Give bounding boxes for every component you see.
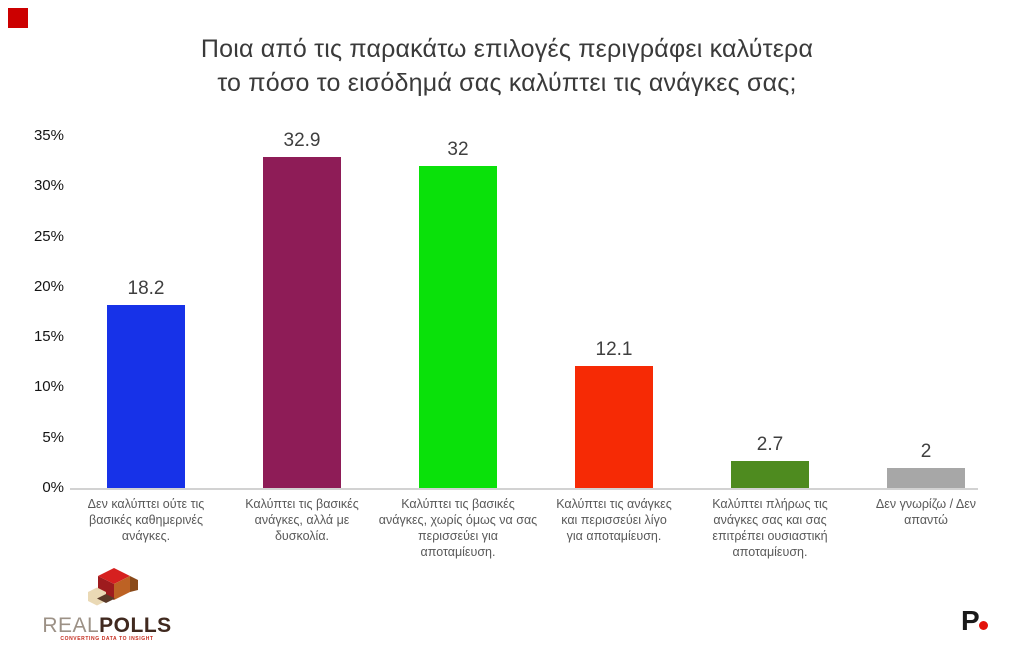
bar	[575, 366, 653, 488]
bar	[107, 305, 185, 488]
y-axis-tick: 35%	[33, 127, 64, 144]
bar-group: 2	[887, 441, 965, 488]
y-axis-tick: 20%	[33, 277, 64, 295]
bar-value-label: 12.1	[595, 339, 633, 360]
category-label: Καλύπτει τις βασικές ανάγκες, αλλά με δυ…	[245, 497, 359, 543]
realpolls-wordmark-bold: POLLS	[99, 614, 172, 637]
bar-group: 32.9	[263, 130, 341, 488]
category-label: Καλύπτει πλήρως τις ανάγκες σας και σας …	[712, 497, 828, 559]
bar-group: 32	[419, 139, 497, 488]
y-axis-tick: 25%	[33, 227, 64, 245]
realpolls-wordmark-light: REAL	[42, 614, 100, 637]
bar	[731, 461, 809, 488]
bar-value-label: 32	[447, 139, 469, 160]
p-logo-red-dot	[979, 621, 988, 630]
bar-value-label: 2	[920, 441, 932, 462]
realpolls-wordmark: REALPOLLS	[42, 614, 172, 638]
realpolls-logo: REALPOLLS CONVERTING DATA TO INSIGHT	[42, 568, 172, 646]
y-axis-tick: 0%	[42, 479, 64, 496]
p-dot-logo: P	[961, 605, 995, 636]
x-axis-line	[70, 488, 978, 490]
category-label: Δεν γνωρίζω / Δεν απαντώ	[875, 497, 977, 527]
realpolls-tagline: CONVERTING DATA TO INSIGHT	[60, 636, 154, 642]
bar-value-label: 18.2	[127, 278, 165, 299]
chart-title: Ποια από τις παρακάτω επιλογές περιγράφε…	[200, 35, 814, 97]
category-label: Καλύπτει τις ανάγκες και περισσεύει λίγο…	[556, 497, 672, 543]
bar	[419, 166, 497, 488]
y-axis-tick: 15%	[33, 328, 64, 346]
bar-group: 12.1	[575, 339, 653, 488]
corner-red-square	[8, 8, 28, 28]
y-axis-tick: 5%	[42, 428, 64, 446]
realpolls-cube-icon	[88, 568, 138, 606]
bar	[887, 468, 965, 488]
bar-group: 2.7	[731, 434, 809, 488]
p-logo-letter: P	[961, 605, 980, 636]
bar	[263, 157, 341, 488]
bar-value-label: 2.7	[756, 434, 784, 455]
bar-group: 18.2	[107, 278, 185, 488]
y-axis-tick: 30%	[33, 177, 64, 195]
category-label: Δεν καλύπτει ούτε τις βασικές καθημερινέ…	[87, 497, 205, 543]
y-axis-tick: 10%	[33, 378, 64, 396]
category-label: Καλύπτει τις βασικές ανάγκες, χωρίς όμως…	[378, 497, 538, 559]
bar-value-label: 32.9	[283, 130, 321, 151]
